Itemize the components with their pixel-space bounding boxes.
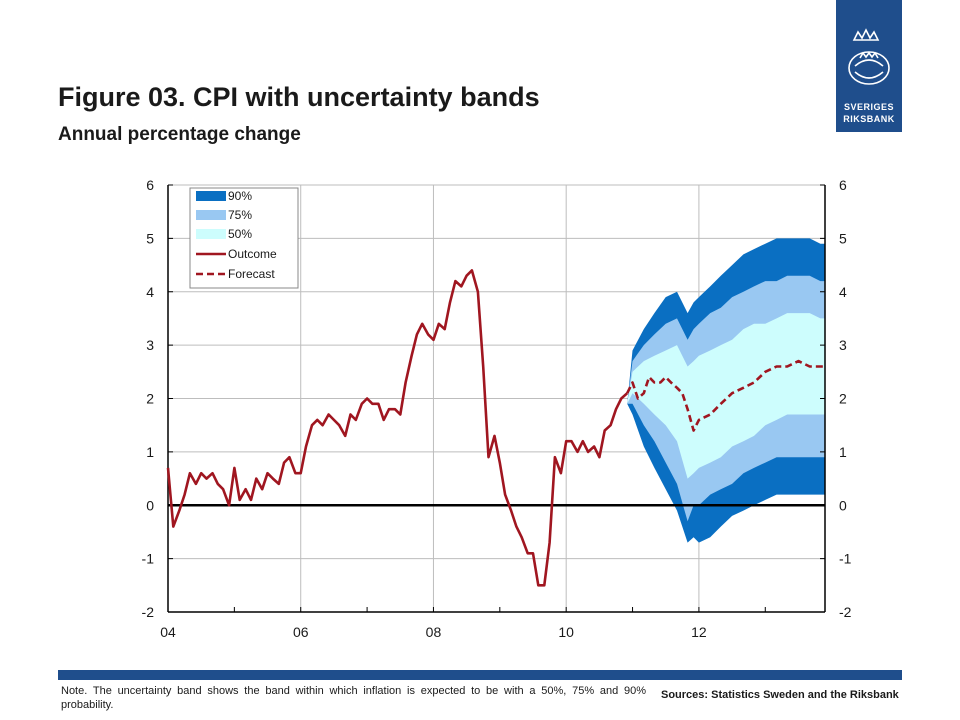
y-tick-label-left: 2: [146, 391, 154, 407]
y-tick-label-left: 4: [146, 284, 154, 300]
x-tick-label: 04: [160, 624, 176, 640]
y-tick-label-left: 5: [146, 230, 154, 246]
logo-line-1: SVERIGES: [843, 102, 894, 112]
x-tick-label: 06: [293, 624, 309, 640]
legend-swatch-50: [196, 229, 226, 239]
band-50: [627, 313, 825, 479]
y-tick-label-right: -2: [839, 604, 852, 620]
y-tick-label-right: 1: [839, 444, 847, 460]
y-tick-label-right: 0: [839, 497, 847, 513]
footer-bar: [58, 670, 902, 680]
legend-swatch-90: [196, 191, 226, 201]
y-tick-label-left: -1: [142, 551, 155, 567]
y-tick-label-right: 5: [839, 230, 847, 246]
crown-emblem-icon: [848, 28, 890, 85]
y-tick-label-left: 1: [146, 444, 154, 460]
legend-label: Outcome: [228, 247, 277, 261]
x-tick-label: 10: [558, 624, 574, 640]
page-subtitle: Annual percentage change: [58, 124, 301, 145]
sources-label: Sources: Statistics Sweden and the Riksb…: [661, 689, 899, 701]
y-tick-label-left: 3: [146, 337, 154, 353]
y-tick-label-right: 4: [839, 284, 847, 300]
y-tick-label-right: 2: [839, 391, 847, 407]
logo-line-2: RIKSBANK: [843, 114, 895, 124]
x-tick-label: 12: [691, 624, 707, 640]
footnote: Note. The uncertainty band shows the ban…: [61, 685, 646, 711]
y-tick-label-right: -1: [839, 551, 852, 567]
riksbank-logo: SVERIGES RIKSBANK: [836, 0, 902, 132]
y-tick-label-left: -2: [142, 604, 155, 620]
cpi-chart: 6 65 54 43 32 21 10 0-1 -1-2 -204 06 08 10 1290%75%50…: [142, 177, 852, 640]
y-tick-label-left: 0: [146, 497, 154, 513]
legend-label: 75%: [228, 208, 252, 222]
legend-label: 90%: [228, 189, 252, 203]
page-title: Figure 03. CPI with uncertainty bands: [58, 82, 540, 112]
legend-label: Forecast: [228, 267, 275, 281]
forecast-line: [626, 359, 825, 432]
y-tick-label-right: 6: [839, 177, 847, 193]
legend-label: 50%: [228, 227, 252, 241]
outcome-line: [166, 269, 629, 587]
legend-swatch-75: [196, 210, 226, 220]
y-tick-label-right: 3: [839, 337, 847, 353]
x-tick-label: 08: [426, 624, 442, 640]
y-tick-label-left: 6: [146, 177, 154, 193]
